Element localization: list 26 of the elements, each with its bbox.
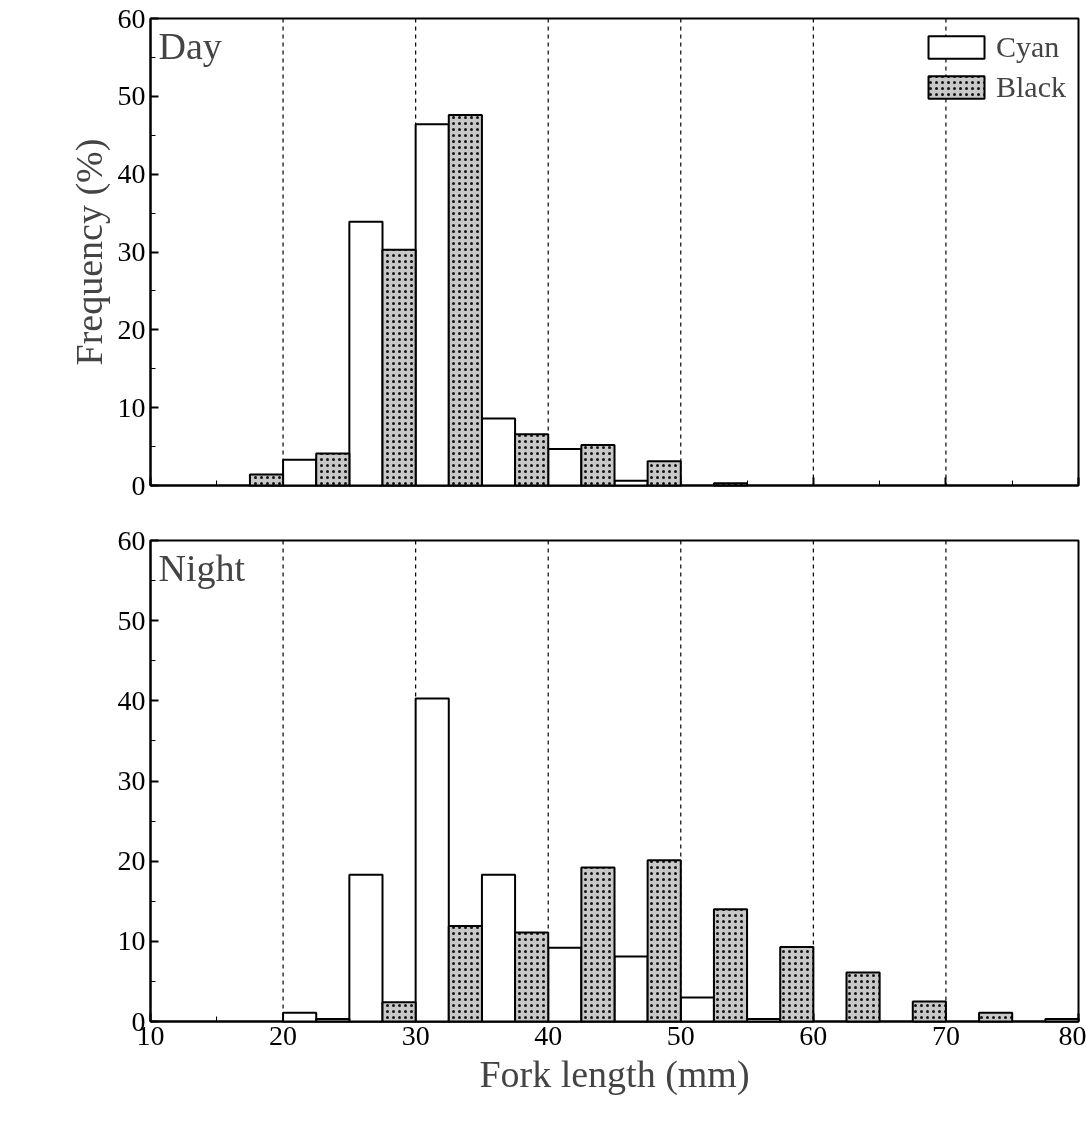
x-tick-label: 70 (931, 1019, 960, 1051)
y-tick-label: 10 (117, 391, 146, 423)
chart-title: Night (158, 546, 246, 589)
x-tick-label: 80 (1058, 1019, 1086, 1051)
y-tick-label: 50 (117, 80, 146, 112)
chart-title: Day (158, 24, 222, 67)
y-tick-label: 60 (117, 2, 146, 34)
y-tick-label: 40 (117, 684, 146, 716)
x-tick-label: 50 (666, 1019, 695, 1051)
legend-label: Cyan (996, 30, 1060, 64)
y-tick-label: 30 (117, 765, 146, 796)
x-axis-title: Fork length (mm) (479, 1052, 750, 1096)
y-tick-label: 10 (117, 925, 146, 957)
y-tick-label: 40 (117, 158, 146, 190)
y-tick-label: 20 (117, 845, 146, 877)
y-tick-label: 20 (117, 313, 146, 345)
x-tick-label: 40 (534, 1019, 563, 1051)
x-tick-label: 60 (799, 1019, 828, 1051)
x-tick-label: 30 (401, 1019, 430, 1051)
y-tick-label: 50 (117, 604, 146, 636)
legend-label: Black (996, 70, 1066, 104)
y-tick-label: 60 (117, 524, 146, 556)
y-tick-label: 30 (117, 236, 146, 267)
y-tick-label: 0 (131, 469, 146, 501)
x-tick-label: 20 (269, 1019, 298, 1051)
y-axis-title: Frequency (%) (67, 138, 111, 366)
